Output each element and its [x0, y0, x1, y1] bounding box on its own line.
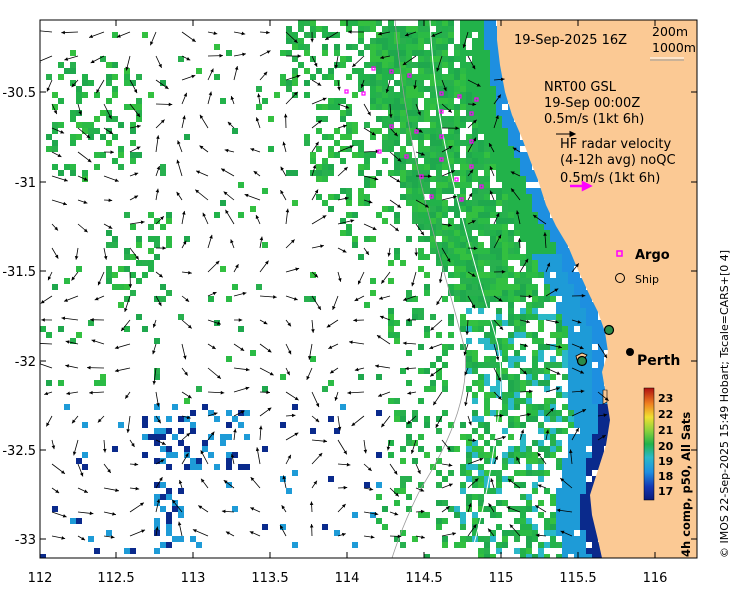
plot-frame: [39, 19, 698, 559]
city-label-perth: Perth: [637, 353, 680, 369]
current-vector-field: [40, 29, 609, 541]
lon-tick-label: 113: [181, 571, 206, 586]
argo-marker: [407, 73, 412, 78]
radar-scale-arrow: [570, 180, 593, 192]
model-info-line: 0.5m/s (1kt 6h): [544, 112, 644, 127]
lon-tick-label: 113.5: [251, 571, 288, 586]
radar-info: HF radar velocity (4-12h avg) noQC 0.5m/…: [560, 137, 676, 186]
colorbar-tick: 23: [658, 392, 673, 405]
isobath-label-1000m: 1000m: [652, 40, 696, 55]
ship-marker: [576, 355, 588, 367]
isobath-1000m: [391, 20, 467, 558]
colorbar-tick: 20: [658, 440, 674, 453]
lat-tick-label: -31.5: [2, 265, 36, 280]
argo-marker: [439, 91, 444, 96]
model-info-line: NRT00 GSL: [544, 80, 617, 95]
argo-marker: [459, 197, 464, 202]
argo-marker: [469, 139, 474, 144]
lat-tick-label: -31: [15, 176, 36, 191]
argo-marker: [469, 111, 474, 116]
isobath-200m: [429, 20, 502, 558]
lon-tick-label: 112: [28, 571, 53, 586]
radar-info-line: 0.5m/s (1kt 6h): [560, 171, 660, 186]
ship-legend-label: Ship: [635, 273, 659, 286]
argo-marker: [414, 129, 419, 134]
argo-marker: [479, 184, 484, 189]
argo-marker: [439, 109, 444, 114]
argo-marker: [439, 157, 444, 162]
argo-marker: [344, 89, 349, 94]
map-plot-area: [40, 20, 697, 558]
argo-marker: [377, 149, 382, 154]
sst-pixels: [40, 20, 610, 558]
colorbar-ramp: [643, 387, 655, 501]
argo-floats: [344, 66, 484, 202]
lon-tick-label: 116: [643, 571, 668, 586]
argo-marker: [389, 124, 394, 129]
ship-legend-symbol: [615, 273, 625, 283]
lat-tick-label: -32.5: [2, 444, 36, 459]
argo-marker: [429, 194, 434, 199]
ship-markers: [576, 324, 615, 367]
lon-tick-label: 115: [489, 571, 514, 586]
perth-marker: [626, 348, 634, 356]
colorbar-tick: 22: [658, 408, 673, 421]
lon-tick-label: 115.5: [559, 571, 596, 586]
lon-axis-labels: 112 112.5 113 113.5 114 114.5 115 115.5 …: [28, 571, 668, 586]
isobath-label-200m: 200m: [652, 24, 688, 39]
colorbar-tick: 18: [658, 470, 673, 483]
lat-tick-label: -33: [15, 533, 36, 548]
argo-marker: [469, 164, 474, 169]
argo-marker: [389, 69, 394, 74]
axis-ticks: [39, 20, 697, 558]
date-title: 19-Sep-2025 16Z: [514, 33, 627, 48]
argo-marker: [419, 174, 424, 179]
colorbar-tick: 17: [658, 485, 673, 498]
lon-tick-label: 114.5: [405, 571, 442, 586]
argo-marker: [361, 91, 366, 96]
model-scale-arrow: [556, 130, 577, 138]
argo-marker: [439, 134, 444, 139]
sst-colorbar: 23 22 21 20 19 18 17 4h comp, p50, All S…: [643, 387, 693, 557]
argo-marker: [474, 97, 479, 102]
lat-tick-label: -30.5: [2, 86, 36, 101]
argo-marker: [457, 94, 462, 99]
marker-legend: Argo Ship: [615, 248, 670, 286]
credit-text: © IMOS 22-Sep-2025 15:49 Hobart; Tscale=…: [718, 250, 731, 558]
radar-info-line: HF radar velocity: [560, 137, 672, 152]
argo-marker: [454, 177, 459, 182]
argo-marker: [371, 66, 376, 71]
colorbar-tick: 19: [658, 455, 673, 468]
argo-marker: [404, 154, 409, 159]
model-info: NRT00 GSL 19-Sep 00:00Z 0.5m/s (1kt 6h): [544, 80, 644, 127]
colorbar-title: 4h comp, p50, All Sats: [679, 412, 693, 557]
garden-island: [602, 389, 608, 405]
lat-axis-labels: -30.5 -31 -31.5 -32 -32.5 -33: [2, 86, 36, 548]
lat-tick-label: -32: [15, 355, 36, 370]
lon-tick-label: 112.5: [97, 571, 134, 586]
colorbar-tick: 21: [658, 424, 673, 437]
model-info-line: 19-Sep 00:00Z: [544, 96, 640, 111]
radar-info-line: (4-12h avg) noQC: [560, 153, 676, 168]
argo-legend-label: Argo: [635, 248, 670, 263]
ship-marker: [603, 324, 615, 336]
lon-tick-label: 114: [335, 571, 360, 586]
argo-legend-symbol: [616, 250, 623, 257]
